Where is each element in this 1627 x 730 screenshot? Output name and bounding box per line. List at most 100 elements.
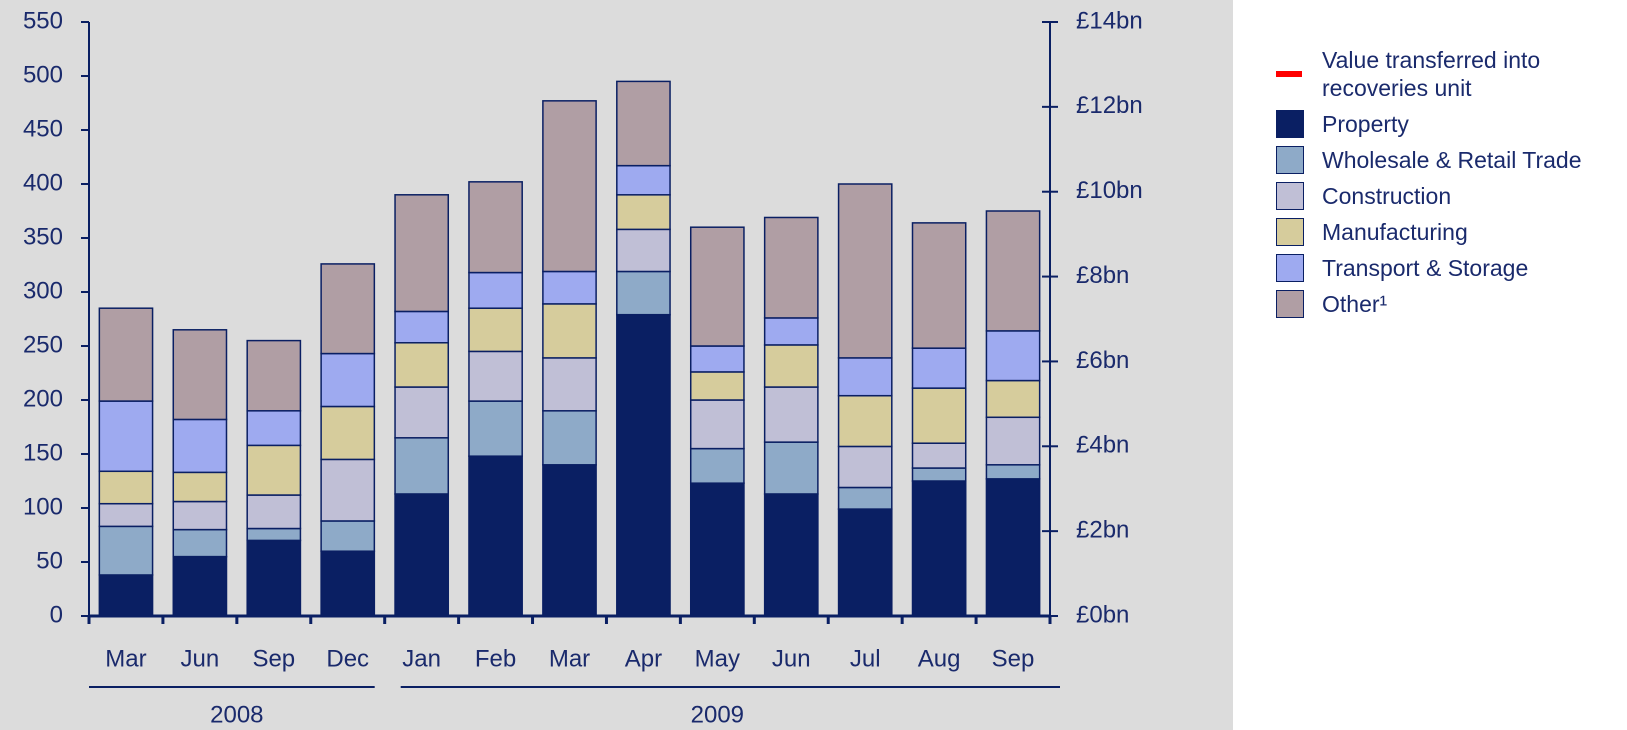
y-tick-label: 400 (23, 169, 63, 196)
bar-segment (985, 464, 1041, 480)
y-tick-label: 550 (23, 7, 63, 34)
bar-segment (98, 307, 154, 402)
legend-label: Manufacturing (1322, 219, 1468, 245)
bar-segment (689, 482, 745, 617)
legend-item: Construction (1276, 182, 1626, 210)
x-tick-label: May (695, 645, 740, 672)
x-tick-label: Sep (992, 645, 1035, 672)
bar-segment (246, 410, 302, 447)
x-tick-label: Dec (326, 645, 369, 672)
bar-segment (616, 164, 671, 196)
bar-segment (246, 539, 302, 617)
y2-tick-label: £4bn (1076, 432, 1129, 459)
y2-tick-label: £8bn (1076, 262, 1129, 289)
legend-swatch (1276, 182, 1304, 210)
bar-segment (616, 228, 671, 273)
bar-segment (689, 399, 745, 450)
bar-segment (98, 400, 154, 473)
legend-swatch (1276, 218, 1304, 246)
legend-swatch (1276, 254, 1304, 282)
bar-segment (246, 444, 302, 496)
bar-segment (468, 400, 523, 457)
bar-segment (542, 303, 597, 359)
bar-segment (320, 352, 376, 408)
bar-segment (837, 445, 893, 489)
x-tick-label: Apr (625, 645, 662, 672)
bar-segment (911, 467, 967, 482)
bar-segment (763, 216, 819, 319)
legend: Value transferred into recoveries unit Pr… (1276, 46, 1626, 326)
legend-label: Property (1322, 111, 1409, 137)
bar-segment (689, 345, 745, 373)
bar-segment (320, 458, 376, 522)
y2-tick-label: £12bn (1076, 92, 1143, 119)
y-tick-label: 50 (36, 547, 63, 574)
y-tick-label: 250 (23, 331, 63, 358)
x-group-label: 2008 (210, 701, 263, 728)
bar-segment (616, 80, 671, 167)
bar-segment (468, 455, 523, 617)
bar-segment (394, 194, 450, 313)
bar-segment (985, 416, 1041, 466)
x-tick-label: Feb (475, 645, 516, 672)
y2-tick-label: £2bn (1076, 516, 1129, 543)
bar-segment (616, 313, 671, 617)
y-tick-label: 500 (23, 61, 63, 88)
bar-segment (689, 371, 745, 401)
bar-segment (763, 441, 819, 495)
bar-segment (98, 525, 154, 576)
bar-segment (542, 464, 597, 617)
bar-segment (320, 520, 376, 552)
bar-segment (246, 527, 302, 542)
legend-item: Value transferred into recoveries unit (1276, 46, 1626, 102)
bar-segment (542, 410, 597, 466)
legend-swatch (1276, 146, 1304, 174)
bar-segment (911, 480, 967, 617)
legend-item: Wholesale & Retail Trade (1276, 146, 1626, 174)
bar-segment (468, 350, 523, 402)
legend-swatch (1276, 71, 1302, 77)
bar-segment (911, 442, 967, 469)
bar-segment (911, 387, 967, 444)
legend-label: Construction (1322, 183, 1452, 209)
bar-segment (320, 405, 376, 461)
legend-label: Wholesale & Retail Trade (1322, 147, 1582, 173)
bar-segment (172, 500, 228, 531)
x-tick-label: Jul (850, 645, 881, 672)
y2-tick-label: £10bn (1076, 177, 1143, 204)
bar-segment (837, 357, 893, 397)
bar-segment (763, 344, 819, 388)
bar-segment (837, 183, 893, 359)
bar-segment (542, 357, 597, 412)
legend-item: Transport & Storage (1276, 254, 1626, 282)
bar-segment (246, 339, 302, 412)
bar-segment (985, 210, 1041, 332)
y-tick-label: 150 (23, 439, 63, 466)
bar-segment (837, 394, 893, 448)
bar-segment (394, 386, 450, 439)
legend-item: Manufacturing (1276, 218, 1626, 246)
bar-segment (542, 100, 597, 273)
y-tick-label: 0 (50, 601, 63, 628)
bar-segment (468, 307, 523, 353)
x-tick-label: Jun (181, 645, 220, 672)
bar-segment (542, 270, 597, 305)
bar-segment (689, 447, 745, 484)
x-tick-label: Aug (918, 645, 961, 672)
y2-tick-label: £14bn (1076, 7, 1143, 34)
y2-tick-label: £0bn (1076, 601, 1129, 628)
chart: 0 50 100 150 200 250 300 350 400 450 500 550 £0bn £2b… (0, 0, 1233, 730)
bar-segment (98, 502, 154, 528)
y2-tick-label: £6bn (1076, 347, 1129, 374)
bar-segment (394, 342, 450, 388)
x-tick-label: Jun (772, 645, 811, 672)
y-tick-label: 300 (23, 277, 63, 304)
bar-segment (763, 493, 819, 617)
bar-segment (320, 550, 376, 617)
bar-segment (172, 471, 228, 503)
bar-segment (616, 194, 671, 231)
bar-segment (98, 470, 154, 505)
bar-segment (763, 317, 819, 346)
bar-segment (172, 528, 228, 558)
bar-segment (985, 379, 1041, 419)
